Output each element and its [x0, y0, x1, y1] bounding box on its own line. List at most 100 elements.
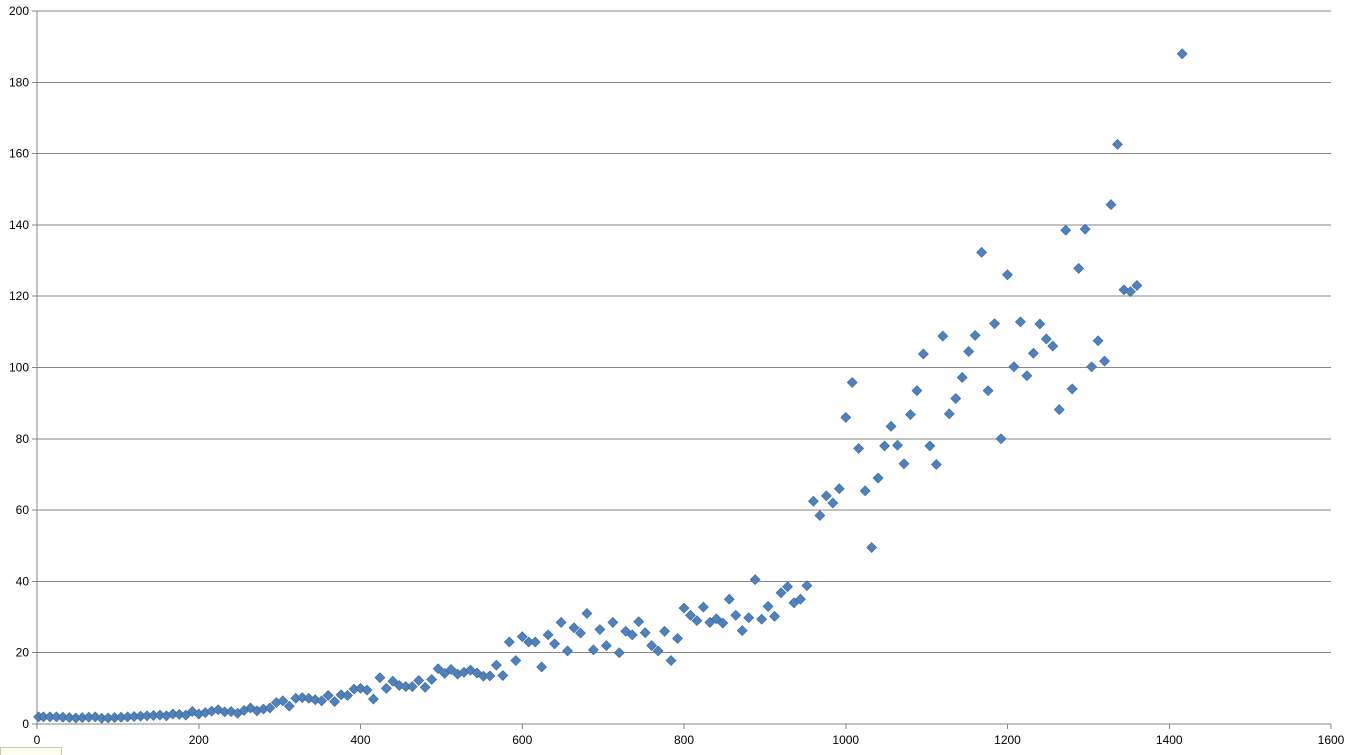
data-point [1125, 286, 1136, 297]
data-point [575, 627, 586, 639]
axes [32, 10, 1332, 729]
data-point [801, 580, 813, 592]
data-point [775, 587, 787, 599]
data-point [264, 702, 276, 714]
data-point [814, 510, 826, 521]
data-point [756, 613, 768, 625]
data-point [1060, 224, 1072, 236]
data-point [1015, 316, 1026, 328]
y-tick-label: 40 [16, 574, 30, 588]
x-tick-label: 1200 [994, 733, 1021, 747]
data-point [1112, 138, 1123, 150]
data-point [956, 372, 968, 383]
data-point [859, 485, 871, 497]
data-point [335, 689, 347, 701]
data-point [322, 690, 334, 701]
data-point [782, 581, 793, 593]
data-point [387, 675, 399, 687]
data-point [652, 645, 664, 657]
data-point [465, 664, 476, 676]
x-tick-label: 200 [189, 733, 209, 747]
data-point [361, 684, 373, 696]
data-point [685, 609, 696, 621]
data-point [1040, 333, 1052, 345]
data-point [600, 640, 612, 651]
data-point [1105, 199, 1117, 211]
data-point [1131, 280, 1143, 291]
data-point [186, 706, 198, 717]
data-point [736, 625, 748, 637]
data-point [1079, 223, 1091, 235]
data-point [225, 706, 237, 717]
data-point [413, 675, 425, 686]
data-point [691, 615, 703, 627]
x-tick-label: 1600 [1318, 733, 1345, 747]
data-point [678, 602, 690, 614]
data-point [490, 659, 502, 671]
data-point [892, 439, 903, 451]
data-point [710, 613, 722, 625]
data-point [316, 695, 328, 707]
data-point [917, 348, 929, 360]
data-point [723, 593, 735, 605]
data-point [329, 696, 341, 707]
x-tick-label: 600 [512, 733, 532, 747]
data-point [1066, 383, 1078, 395]
data-point [982, 385, 994, 397]
data-point [536, 661, 548, 673]
data-point [743, 612, 755, 624]
y-tick-label: 60 [16, 503, 30, 517]
data-point [672, 633, 683, 644]
data-point [969, 329, 981, 341]
data-point [846, 377, 858, 388]
data-point [503, 636, 515, 648]
data-point [853, 443, 865, 454]
data-point [730, 609, 742, 621]
data-point [562, 645, 573, 657]
gridlines [37, 10, 1331, 654]
data-point [471, 667, 483, 679]
data-point [568, 622, 580, 634]
data-point [484, 670, 496, 682]
data-point [510, 655, 522, 666]
data-point [827, 497, 839, 509]
data-point [1053, 404, 1065, 415]
data-point [717, 617, 729, 629]
data-point [924, 440, 936, 452]
data-point [1099, 355, 1110, 367]
data-point [277, 695, 289, 707]
data-point [419, 681, 431, 693]
x-tick-label: 800 [674, 733, 694, 747]
x-tick-label: 1400 [1156, 733, 1183, 747]
y-tick-label: 0 [22, 717, 29, 731]
data-point [529, 636, 541, 648]
data-point [769, 610, 781, 622]
data-point [950, 393, 962, 404]
y-tick-label: 80 [16, 432, 30, 446]
data-point [380, 682, 392, 694]
data-point [626, 629, 638, 641]
data-point [296, 692, 308, 704]
data-point [807, 495, 819, 507]
data-point [374, 672, 386, 684]
data-point [885, 420, 897, 432]
data-point [840, 411, 852, 423]
data-point [406, 681, 418, 692]
data-point [872, 472, 884, 484]
data-point [879, 440, 890, 452]
data-point [368, 693, 379, 705]
data-point [820, 490, 832, 502]
data-point [516, 631, 528, 643]
data-point [497, 670, 509, 681]
data-point [833, 483, 845, 495]
data-point [1027, 347, 1039, 359]
data-point [905, 409, 916, 420]
data-point [866, 542, 878, 553]
data-point [659, 625, 671, 637]
data-point [646, 640, 658, 651]
data-point [542, 629, 554, 641]
data-point [555, 616, 567, 628]
data-point [432, 663, 444, 675]
data-point [1176, 48, 1188, 60]
